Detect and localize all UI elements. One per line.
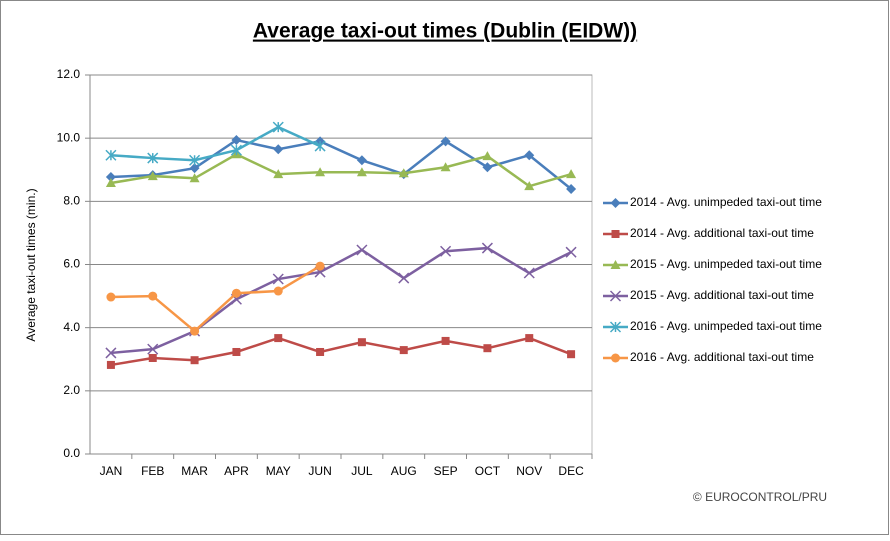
data-point [232, 347, 241, 356]
y-tick-label: 4.0 [63, 320, 80, 334]
data-point [525, 334, 534, 343]
data-point [106, 360, 115, 369]
series-line [110, 265, 321, 333]
annotation: © EUROCONTROL/PRU [693, 490, 827, 504]
x-tick-label: MAY [266, 464, 291, 478]
chart-title: Average taxi-out times (Dublin (EIDW)) [253, 20, 637, 43]
legend-marker [610, 260, 621, 269]
legend-marker [611, 230, 620, 238]
data-point [272, 121, 284, 133]
legend-marker [609, 321, 622, 333]
data-point [148, 353, 157, 362]
y-tick-label: 10.0 [57, 130, 81, 144]
data-point [105, 172, 116, 183]
data-point [273, 169, 284, 179]
data-point [147, 171, 158, 181]
data-point [440, 245, 452, 257]
data-point [273, 286, 283, 296]
x-tick-label: JUN [308, 464, 331, 478]
legend-marker [611, 353, 620, 363]
data-point [189, 163, 200, 174]
y-tick-label: 0.0 [63, 446, 80, 460]
series-line [110, 152, 572, 188]
data-point [273, 144, 284, 155]
data-point [230, 144, 242, 156]
data-point [523, 267, 535, 279]
data-point [357, 338, 366, 347]
data-point [482, 151, 493, 161]
data-point [316, 347, 325, 356]
legend-label: 2016 - Avg. additional taxi-out time [630, 350, 814, 364]
x-tick-label: APR [224, 464, 249, 478]
x-tick-label: JAN [100, 464, 123, 478]
data-point [106, 292, 116, 302]
y-tick-label: 8.0 [63, 194, 80, 208]
data-point [148, 291, 158, 301]
data-point [566, 169, 577, 179]
data-point [565, 246, 577, 258]
x-tick-label: NOV [516, 464, 542, 478]
x-tick-label: JUL [351, 464, 373, 478]
data-point [398, 272, 410, 284]
x-tick-label: AUG [391, 464, 417, 478]
data-point [105, 149, 117, 161]
y-tick-label: 6.0 [63, 257, 80, 271]
y-tick-label: 12.0 [57, 67, 81, 81]
series-line [110, 138, 572, 190]
series-line [110, 246, 572, 355]
data-point [398, 168, 409, 178]
series-line [110, 125, 321, 162]
y-tick-label: 2.0 [63, 383, 80, 397]
data-point [567, 350, 576, 359]
x-tick-label: DEC [558, 464, 584, 478]
data-point [105, 347, 117, 359]
legend-marker [609, 290, 622, 302]
x-tick-label: SEP [434, 464, 458, 478]
data-point [314, 140, 326, 152]
legend-label: 2014 - Avg. unimpeded taxi-out time [630, 195, 822, 209]
data-point [356, 244, 368, 256]
legend-label: 2014 - Avg. additional taxi-out time [630, 226, 814, 240]
data-point [315, 167, 326, 177]
y-axis-label: Average taxi-out times (min.) [24, 188, 38, 341]
data-point [440, 136, 451, 147]
x-tick-label: OCT [475, 464, 501, 478]
data-point [481, 242, 493, 254]
data-point [274, 334, 283, 343]
data-point [566, 184, 577, 195]
data-point [272, 273, 284, 285]
data-point [190, 326, 200, 336]
x-tick-label: FEB [141, 464, 164, 478]
data-point [315, 261, 325, 271]
data-point [483, 344, 492, 353]
data-point [399, 346, 408, 355]
data-point [441, 336, 450, 345]
data-point [524, 150, 535, 161]
data-point [147, 152, 159, 164]
data-point [356, 155, 367, 166]
data-point [105, 178, 116, 188]
data-point [356, 167, 367, 177]
legend-label: 2015 - Avg. unimpeded taxi-out time [630, 257, 822, 271]
data-point [147, 343, 159, 355]
data-point [189, 173, 200, 183]
legend-label: 2016 - Avg. unimpeded taxi-out time [630, 319, 822, 333]
data-point [189, 154, 201, 166]
legend-label: 2015 - Avg. additional taxi-out time [630, 288, 814, 302]
x-tick-label: MAR [181, 464, 208, 478]
data-point [231, 135, 242, 146]
data-point [440, 162, 451, 172]
legend-marker [610, 198, 621, 208]
data-point [231, 288, 241, 298]
series-line [110, 336, 572, 367]
data-point [190, 356, 199, 365]
data-point [482, 162, 493, 173]
data-point [524, 181, 535, 191]
